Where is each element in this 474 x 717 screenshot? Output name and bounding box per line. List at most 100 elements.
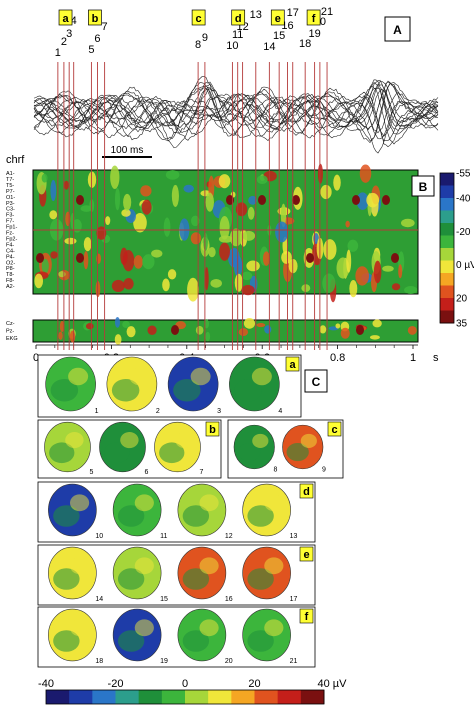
channel-label: C3-	[6, 207, 15, 213]
heatmap-blob	[50, 251, 58, 259]
colorbar-tick-label: 35	[456, 319, 468, 330]
marker-number: 3	[66, 28, 72, 40]
heatmap-blob	[347, 239, 359, 252]
waveform-trace	[33, 80, 439, 130]
topomap-tag-label: e	[303, 549, 309, 561]
channel-header: chrf	[6, 154, 25, 166]
marker-number: 10	[226, 40, 238, 52]
marker-number: 19	[308, 28, 320, 40]
heatmap-blob	[83, 251, 89, 270]
topomap-region	[175, 432, 194, 449]
panel-b-frame-box	[411, 175, 435, 197]
heatmap-blob	[218, 174, 231, 189]
colorbar-swatch	[440, 210, 454, 224]
topomap-number: 17	[290, 596, 298, 603]
heatmap-blob	[248, 195, 257, 205]
colorbar-swatch	[440, 285, 454, 299]
topomap-number: 12	[225, 533, 233, 540]
group-tag-box	[231, 9, 246, 26]
topomap-tag-box	[299, 483, 314, 499]
heatmap-blob	[407, 325, 417, 335]
topomap-region	[111, 379, 140, 402]
colorbar-swatch	[69, 690, 93, 704]
heatmap-blob	[80, 205, 93, 212]
time-tick-label: 0.8	[330, 352, 345, 364]
topomap-tag-label: a	[289, 359, 296, 371]
topomap-region	[68, 367, 89, 386]
colorbar-swatch	[254, 690, 279, 704]
heatmap-blob	[195, 325, 204, 335]
topomap-region	[53, 568, 80, 590]
heatmap-blob	[167, 269, 177, 280]
topomap-number: 11	[160, 533, 167, 540]
panel-c-frame-box	[304, 369, 328, 393]
channel-label: P7-	[6, 189, 15, 195]
colorbar-swatch	[92, 690, 116, 704]
marker-number: 21	[321, 6, 333, 18]
heatmap-blob	[204, 319, 210, 329]
colorbar-swatch	[440, 223, 454, 236]
heatmap-blob	[123, 193, 132, 211]
waveform-trace	[33, 79, 439, 131]
channel-label: A1-	[6, 171, 15, 177]
heatmap-blob	[190, 232, 202, 245]
channel-label: EKG	[6, 336, 18, 342]
topomap-region	[199, 619, 219, 637]
heatmap-blob	[133, 255, 143, 269]
group-tags: a b c d e f	[58, 9, 321, 26]
topomap-region	[252, 433, 269, 449]
group-tag-box	[191, 9, 206, 26]
heatmap-blob	[76, 195, 84, 205]
group-tag-box	[306, 9, 321, 26]
heatmap-blob	[264, 325, 272, 334]
colorbar-swatch	[440, 198, 454, 211]
topomap-number: 13	[290, 533, 298, 540]
heatmap-blob	[183, 184, 194, 193]
colorbar-swatch	[208, 690, 232, 704]
marker-number: 9	[202, 32, 208, 44]
heatmap-blob	[208, 247, 216, 258]
colorbar-swatch	[440, 298, 454, 311]
heatmap-blob	[346, 249, 352, 273]
topomap-region	[300, 433, 317, 449]
waveform-trace	[33, 76, 439, 142]
topomap-region	[264, 619, 284, 637]
channel-label: A2-	[6, 284, 15, 290]
topomap-region	[134, 619, 154, 637]
colorbar-tick-label: -20	[456, 227, 471, 238]
colorbar-tick-label: -55	[456, 169, 471, 180]
heatmap-blob	[219, 242, 230, 261]
heatmap-blob	[369, 335, 380, 340]
heatmap-blob	[262, 251, 270, 266]
heatmap-blob	[165, 170, 180, 180]
heatmap-blob	[256, 175, 268, 185]
topomap-number: 3	[217, 408, 221, 415]
heatmap-blob	[210, 279, 222, 288]
topomap-region	[286, 442, 309, 462]
topomap-number: 14	[95, 596, 103, 603]
colorbar-swatch	[440, 260, 454, 274]
marker-number: 1	[55, 47, 61, 59]
waveform-trace	[33, 82, 439, 144]
topomap-region	[129, 367, 150, 386]
waveform-trace	[33, 83, 439, 154]
panel-c-label: C	[312, 375, 321, 389]
marker-number: 8	[195, 39, 201, 51]
group-tag-box	[58, 9, 73, 26]
topomap-region	[199, 557, 219, 575]
marker-number: 5	[88, 44, 94, 56]
heatmap-blob	[356, 325, 364, 335]
heatmap-blob	[191, 215, 200, 227]
heatmap-blob	[340, 327, 350, 339]
heatmap-blob	[246, 260, 260, 272]
marker-number: 4	[71, 15, 77, 27]
group-tag-label: b	[92, 13, 99, 25]
topomap-region	[53, 505, 80, 527]
time-tick-label: 1	[410, 352, 416, 364]
heatmap-blob	[404, 286, 418, 295]
topomap-tag-box	[205, 421, 220, 437]
heatmap-blob	[319, 325, 327, 334]
eeg-waveforms	[33, 76, 439, 154]
colorbar-tick-label: -20	[108, 678, 124, 690]
heatmap-blob	[241, 271, 253, 281]
